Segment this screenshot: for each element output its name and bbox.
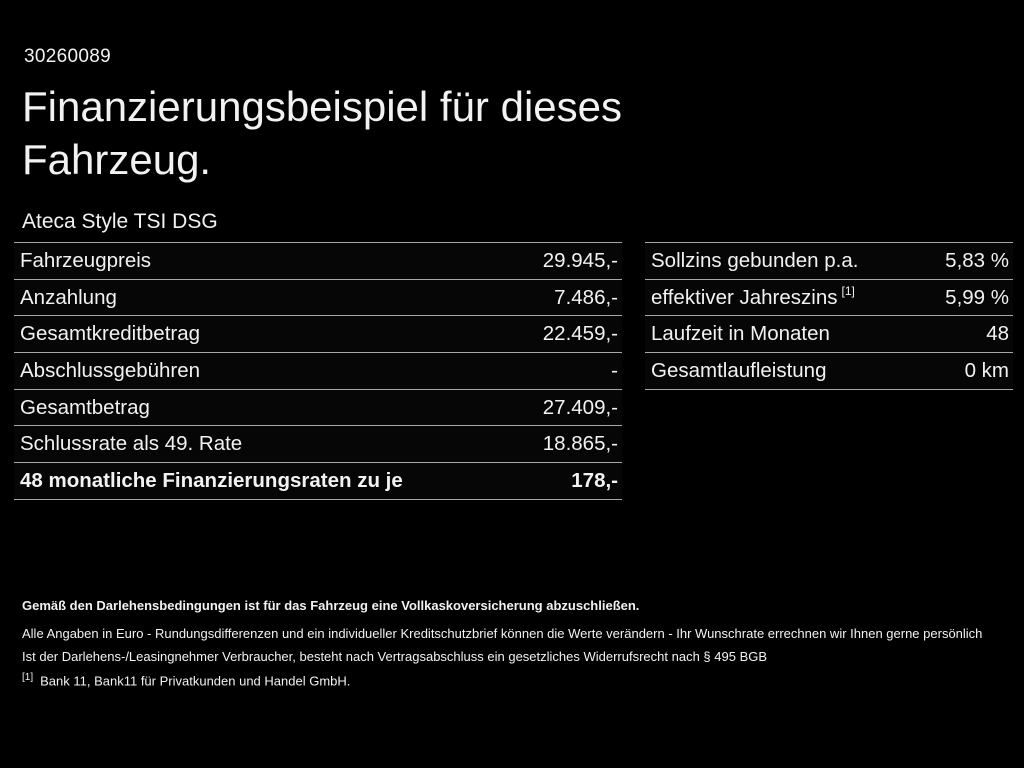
table-row-fahrzeugpreis: Fahrzeugpreis 29.945,-	[14, 242, 622, 279]
footnote-marker: [1]	[841, 284, 855, 299]
table-row-sollzins: Sollzins gebunden p.a. 5,83 %	[645, 242, 1013, 279]
footnote-marker: [1]	[22, 672, 34, 683]
page-title: Finanzierungsbeispiel für dieses Fahrzeu…	[22, 83, 622, 183]
row-value: 7.486,-	[554, 285, 618, 309]
row-label: Anzahlung	[20, 285, 117, 309]
table-row-monatsrate: 48 monatliche Finanzierungsraten zu je 1…	[14, 462, 622, 499]
row-label: effektiver Jahreszins [1]	[651, 284, 855, 310]
table-row-laufzeit: Laufzeit in Monaten 48	[645, 315, 1013, 353]
row-label: Gesamtbetrag	[20, 395, 150, 419]
row-value: 178,-	[571, 468, 618, 492]
table-row-effektiver-jahreszins: effektiver Jahreszins [1] 5,99 %	[645, 278, 1013, 316]
row-value: 29.945,-	[542, 248, 618, 272]
row-label: Abschlussgebühren	[20, 358, 201, 382]
disclaimer-line-2: Ist der Darlehens-/Leasingnehmer Verbrau…	[22, 649, 768, 664]
table-row-gesamtkreditbetrag: Gesamtkreditbetrag 22.459,-	[14, 315, 622, 353]
table-row-abschlussgebuehren: Abschlussgebühren -	[14, 352, 622, 389]
row-label: 48 monatliche Finanzierungsraten zu je	[20, 468, 403, 492]
table-row-gesamtbetrag: Gesamtbetrag 27.409,-	[14, 388, 622, 426]
vehicle-model: Ateca Style TSI DSG	[22, 210, 218, 233]
row-label: Fahrzeugpreis	[20, 248, 152, 272]
table-row-anzahlung: Anzahlung 7.486,-	[14, 278, 622, 316]
row-value: 5,83 %	[945, 248, 1009, 272]
financing-table: Fahrzeugpreis 29.945,- Anzahlung 7.486,-…	[14, 242, 622, 500]
row-value: 27.409,-	[542, 395, 618, 419]
row-label: Gesamtkreditbetrag	[20, 322, 201, 346]
table-row-gesamtlaufleistung: Gesamtlaufleistung 0 km	[645, 352, 1013, 389]
insurance-note: Gemäß den Darlehensbedingungen ist für d…	[22, 598, 640, 613]
row-label: Gesamtlaufleistung	[651, 358, 827, 382]
row-value: -	[611, 358, 618, 382]
row-label-text: effektiver Jahreszins	[651, 285, 838, 309]
disclaimer-line-1: Alle Angaben in Euro - Rundungsdifferenz…	[22, 626, 983, 641]
row-value: 18.865,-	[542, 432, 618, 456]
row-label: Sollzins gebunden p.a.	[651, 248, 859, 272]
bank-footnote: [1] Bank 11, Bank11 für Privatkunden und …	[22, 672, 350, 688]
row-label: Laufzeit in Monaten	[651, 322, 830, 346]
table-row-schlussrate: Schlussrate als 49. Rate 18.865,-	[14, 425, 622, 463]
row-value: 48	[986, 322, 1009, 346]
row-value: 0 km	[964, 358, 1009, 382]
row-value: 22.459,-	[542, 322, 618, 346]
row-value: 5,99 %	[945, 285, 1009, 309]
row-label: Schlussrate als 49. Rate	[20, 432, 243, 456]
footnote-text: Bank 11, Bank11 für Privatkunden und Han…	[40, 673, 351, 689]
conditions-table: Sollzins gebunden p.a. 5,83 % effektiver…	[645, 242, 1013, 390]
document-id: 30260089	[24, 46, 111, 67]
